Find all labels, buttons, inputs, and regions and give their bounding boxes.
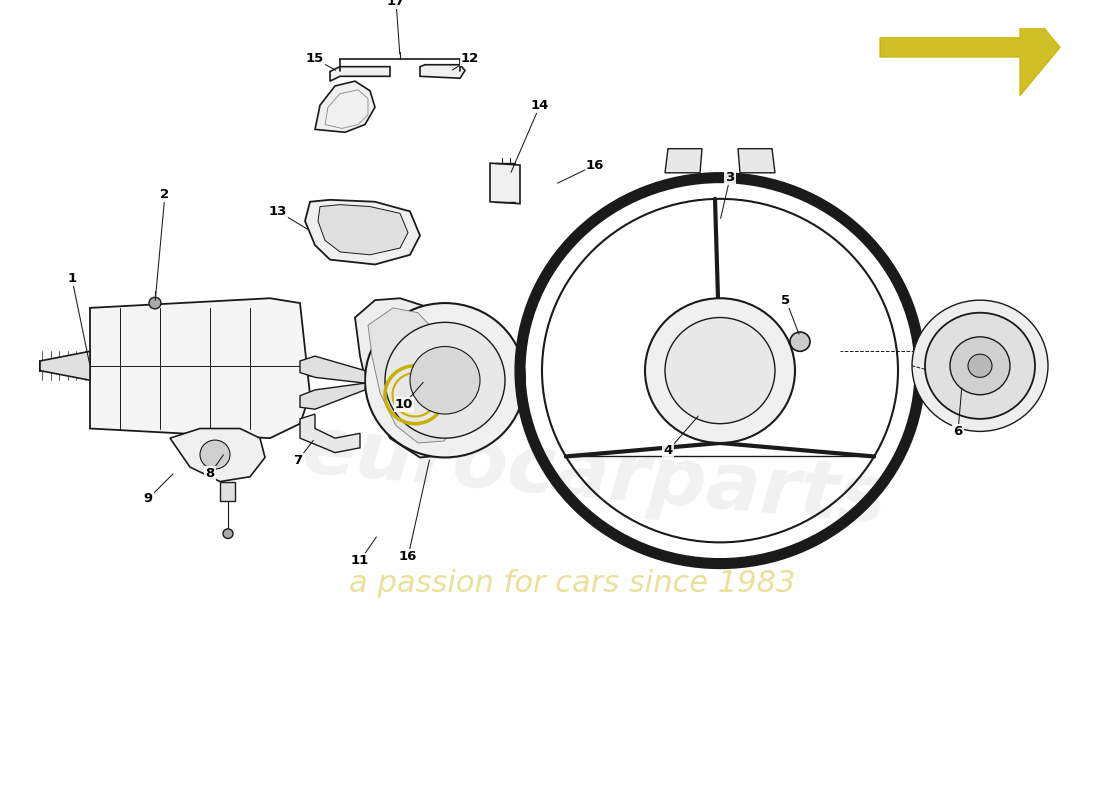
Circle shape (790, 332, 810, 351)
Circle shape (200, 440, 230, 469)
Circle shape (968, 354, 992, 378)
Polygon shape (40, 351, 90, 380)
Text: 10: 10 (395, 398, 414, 411)
Text: 17: 17 (387, 0, 405, 7)
Text: 12: 12 (461, 53, 480, 66)
Polygon shape (880, 0, 1060, 96)
Text: 16: 16 (399, 550, 417, 563)
Polygon shape (315, 81, 375, 132)
Text: 16: 16 (586, 158, 604, 171)
Polygon shape (420, 65, 465, 78)
Text: 3: 3 (725, 171, 735, 184)
Polygon shape (666, 149, 702, 173)
Text: 15: 15 (306, 53, 324, 66)
Polygon shape (90, 298, 310, 438)
Polygon shape (330, 66, 390, 81)
Circle shape (365, 303, 525, 458)
Circle shape (925, 313, 1035, 419)
Text: eurocarparts: eurocarparts (298, 411, 890, 540)
Circle shape (385, 322, 505, 438)
Text: a passion for cars since 1983: a passion for cars since 1983 (349, 570, 795, 598)
Circle shape (912, 300, 1048, 431)
Polygon shape (170, 429, 265, 482)
Text: 2: 2 (161, 187, 169, 201)
Polygon shape (300, 383, 365, 410)
Circle shape (950, 337, 1010, 394)
Circle shape (223, 529, 233, 538)
Polygon shape (300, 356, 365, 383)
Polygon shape (738, 149, 775, 173)
Text: 7: 7 (294, 454, 302, 467)
Polygon shape (318, 205, 408, 255)
Circle shape (148, 298, 161, 309)
Text: 14: 14 (531, 98, 549, 112)
Text: 6: 6 (954, 425, 962, 438)
Polygon shape (300, 414, 360, 453)
Text: 9: 9 (143, 493, 153, 506)
Text: 11: 11 (351, 554, 370, 567)
Text: 8: 8 (206, 467, 214, 480)
Text: 1: 1 (67, 273, 77, 286)
Circle shape (410, 346, 480, 414)
Polygon shape (220, 482, 235, 501)
Polygon shape (490, 163, 520, 204)
Text: 4: 4 (663, 444, 672, 457)
Text: 5: 5 (781, 294, 791, 306)
Polygon shape (368, 308, 456, 443)
Text: 13: 13 (268, 205, 287, 218)
Polygon shape (305, 200, 420, 265)
Circle shape (666, 318, 776, 424)
Polygon shape (355, 298, 468, 458)
Circle shape (645, 298, 795, 443)
